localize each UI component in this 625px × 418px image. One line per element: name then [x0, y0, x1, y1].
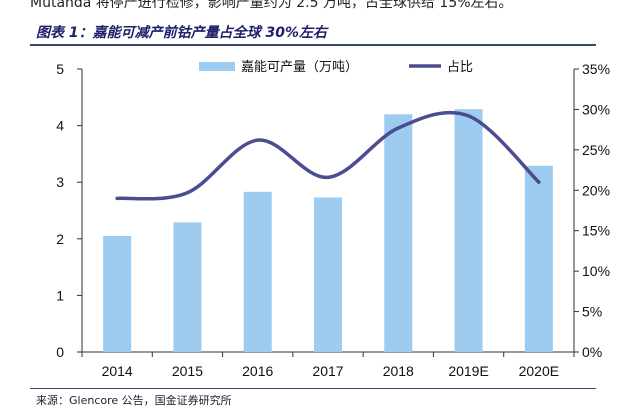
x-tick-label: 2017 — [312, 363, 343, 379]
x-tick-label: 2016 — [242, 363, 273, 379]
bar-2015 — [173, 222, 202, 352]
legend-bar-swatch — [199, 62, 235, 71]
bar-2020E — [524, 165, 553, 352]
bar-2019E — [454, 109, 483, 352]
bar-2016 — [243, 191, 272, 352]
bar-2018 — [384, 114, 413, 352]
left-tick-label: 1 — [56, 287, 64, 303]
x-tick-label: 2014 — [102, 363, 133, 379]
cut-off-body-text: Mutanda 将停产进行检修，影响产量约为 2.5 万吨，占全球供给 15%左… — [30, 0, 513, 11]
right-tick-label: 20% — [582, 182, 610, 198]
right-tick-label: 25% — [582, 142, 610, 158]
source-note: 来源：Glencore 公告，国金证券研究所 — [36, 394, 232, 407]
left-tick-label: 2 — [56, 231, 64, 247]
x-tick-label: 2019E — [448, 363, 488, 379]
x-tick-label: 2018 — [383, 363, 414, 379]
legend-bar-label: 嘉能可产量（万吨） — [241, 60, 358, 75]
right-tick-label: 10% — [582, 263, 610, 279]
left-tick-label: 0 — [56, 344, 64, 360]
left-tick-label: 3 — [56, 174, 64, 190]
left-tick-label: 5 — [56, 61, 64, 77]
source-divider — [30, 388, 596, 389]
chart-title: 图表 1：嘉能可减产前钴产量占全球 30%左右 — [36, 25, 327, 41]
right-tick-label: 0% — [582, 344, 602, 360]
right-tick-label: 5% — [582, 304, 602, 320]
left-tick-label: 4 — [56, 118, 64, 134]
right-tick-label: 15% — [582, 223, 610, 239]
bar-2014 — [103, 235, 132, 352]
bar-2017 — [314, 197, 342, 352]
x-tick-label: 2020E — [519, 363, 559, 379]
x-tick-label: 2015 — [172, 363, 203, 379]
right-tick-label: 35% — [582, 61, 610, 77]
legend-line-label: 占比 — [447, 60, 473, 75]
right-tick-label: 30% — [582, 101, 610, 117]
title-underline — [30, 44, 596, 46]
